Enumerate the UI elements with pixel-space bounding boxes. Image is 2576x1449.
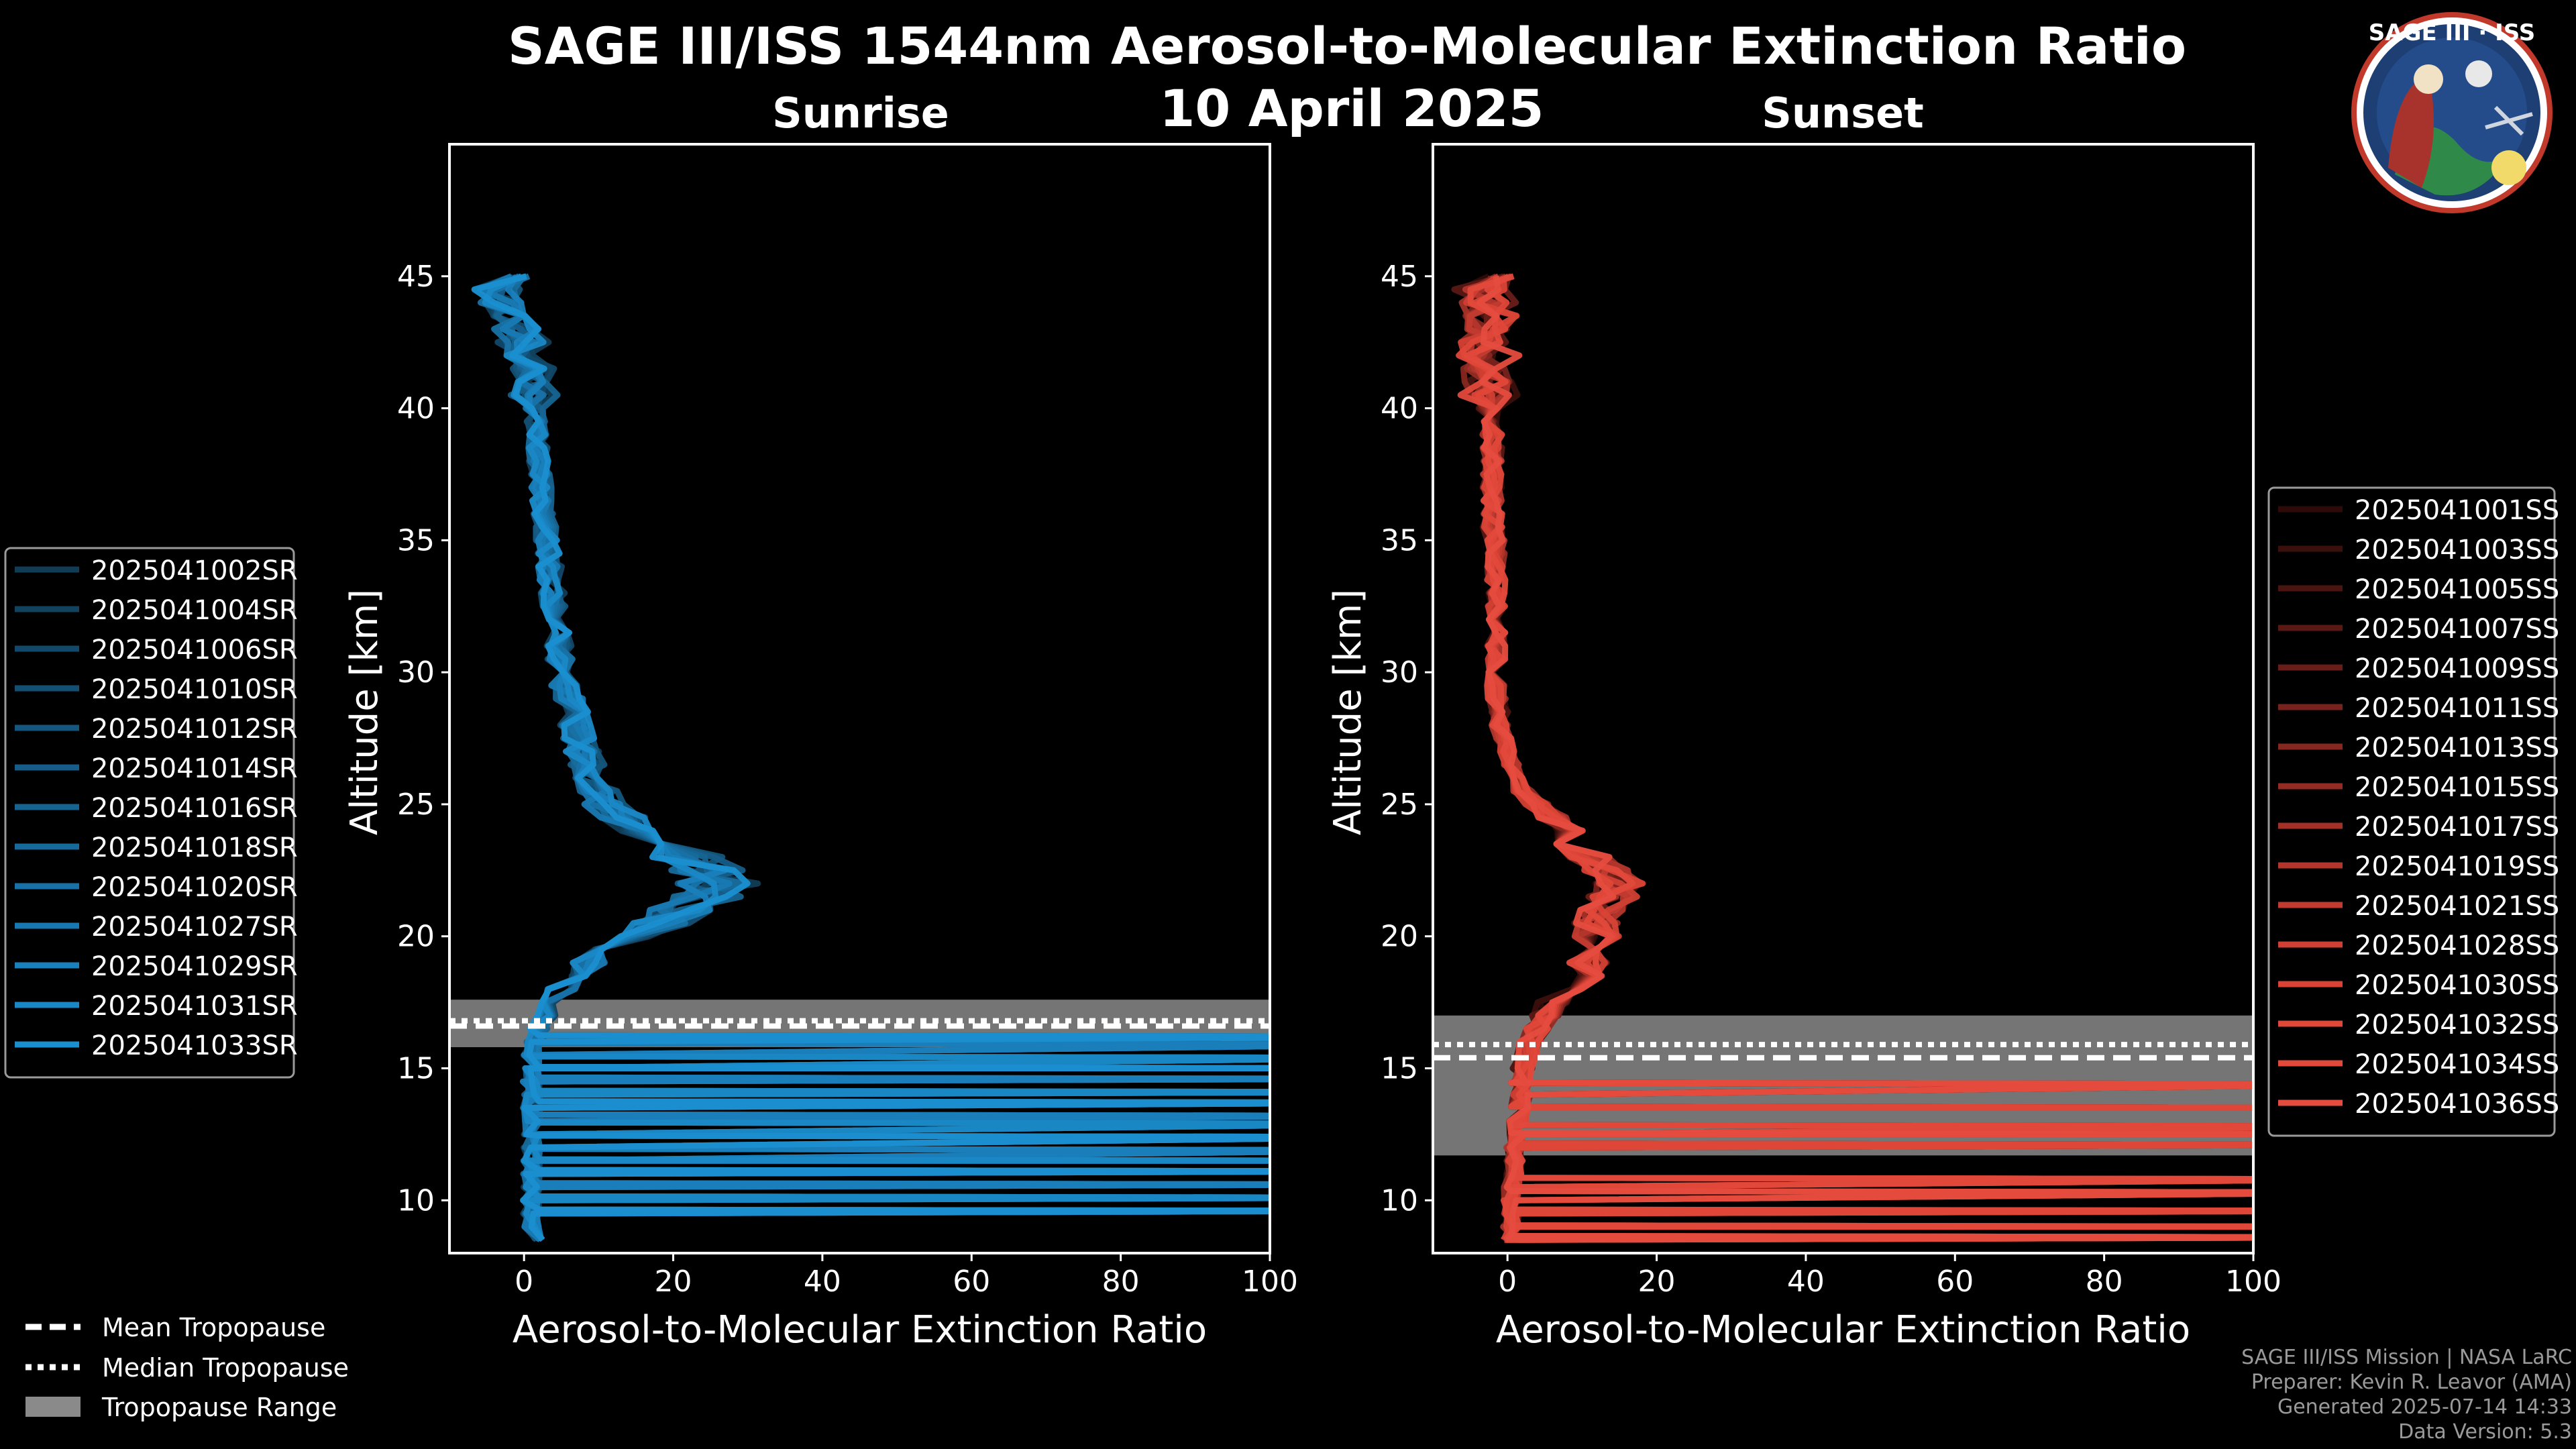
y-axis-label: Altitude [km] bbox=[1326, 589, 1370, 835]
legend-item: 2025041030SS bbox=[2355, 970, 2559, 1001]
legend-item: 2025041005SS bbox=[2355, 574, 2559, 605]
legend-item: 2025041034SS bbox=[2355, 1049, 2559, 1080]
y-tick-label: 45 bbox=[397, 260, 435, 294]
plot-area bbox=[1433, 273, 2253, 1243]
mean-tropopause-label: Mean Tropopause bbox=[102, 1313, 325, 1342]
x-tick-label: 60 bbox=[1936, 1265, 1974, 1299]
y-tick-label: 30 bbox=[1381, 655, 1418, 690]
tropopause-range-swatch bbox=[25, 1397, 80, 1417]
legend-item: 2025041020SR bbox=[91, 872, 298, 903]
x-tick-label: 100 bbox=[2225, 1265, 2282, 1299]
legend-item: 2025041029SR bbox=[91, 951, 298, 982]
legend-item: 2025041003SS bbox=[2355, 535, 2559, 566]
x-tick-label: 60 bbox=[953, 1265, 990, 1299]
legend-item: 2025041018SR bbox=[91, 833, 298, 863]
x-tick-label: 80 bbox=[2086, 1265, 2123, 1299]
x-tick-label: 40 bbox=[1787, 1265, 1825, 1299]
tropopause-legend: Mean Tropopause Median Tropopause Tropop… bbox=[25, 1313, 349, 1422]
legend-item: 2025041028SS bbox=[2355, 930, 2559, 961]
legend-item: 2025041016SR bbox=[91, 793, 298, 824]
legend-item: 2025041032SS bbox=[2355, 1010, 2559, 1040]
plot-area bbox=[449, 273, 1270, 1242]
legend-item: 2025041009SS bbox=[2355, 653, 2559, 684]
x-tick-label: 40 bbox=[804, 1265, 841, 1299]
y-tick-label: 35 bbox=[1381, 523, 1418, 557]
credits-preparer: Preparer: Kevin R. Leavor (AMA) bbox=[2251, 1371, 2572, 1394]
y-tick-label: 10 bbox=[397, 1183, 435, 1218]
x-tick-label: 20 bbox=[655, 1265, 692, 1299]
legend-item: 2025041027SR bbox=[91, 912, 298, 943]
sunrise-chart: 0 20 40 60 80 100 10 15 20 25 30 35 40 45 Aerosol-to-M… bbox=[343, 143, 1298, 1352]
x-axis-label: Aerosol-to-Molecular Extinction Ratio bbox=[513, 1308, 1207, 1352]
legend-item: 2025041033SR bbox=[91, 1030, 298, 1061]
sunset-panel-title: Sunset bbox=[1762, 89, 1924, 138]
credits-generated: Generated 2025-07-14 14:33 bbox=[2277, 1395, 2572, 1419]
legend-item: 2025041013SS bbox=[2355, 733, 2559, 763]
y-tick-label: 15 bbox=[397, 1052, 435, 1086]
credits: SAGE III/ISS Mission | NASA LaRC Prepare… bbox=[1968, 1345, 2572, 1444]
y-tick-label: 40 bbox=[397, 392, 435, 426]
profile-2025041031SR bbox=[482, 273, 1270, 1242]
legend-item: 2025041031SR bbox=[91, 991, 298, 1022]
y-tick-label: 30 bbox=[397, 655, 435, 690]
x-tick-label: 20 bbox=[1638, 1265, 1676, 1299]
legend-item: 2025041004SR bbox=[91, 595, 298, 626]
sunrise-panel-title: Sunrise bbox=[772, 89, 949, 138]
y-tick-label: 10 bbox=[1381, 1183, 1418, 1218]
legend-item: 2025041002SR bbox=[91, 555, 298, 586]
x-tick-label: 100 bbox=[1242, 1265, 1298, 1299]
sunrise-legend: 2025041002SR 2025041004SR 2025041006SR 2025… bbox=[4, 547, 298, 1079]
x-tick-label: 80 bbox=[1102, 1265, 1140, 1299]
sunset-legend: 2025041001SS 2025041003SS 2025041005SS 2025… bbox=[2267, 486, 2559, 1137]
y-tick-label: 40 bbox=[1381, 392, 1418, 426]
legend-item: 2025041015SS bbox=[2355, 772, 2559, 803]
figure-title: SAGE III/ISS 1544nm Aerosol-to-Molecular… bbox=[508, 16, 2186, 76]
profile-2025041033SR bbox=[471, 273, 1270, 1242]
median-tropopause-label: Median Tropopause bbox=[102, 1353, 349, 1383]
x-axis-label: Aerosol-to-Molecular Extinction Ratio bbox=[1496, 1308, 2190, 1352]
legend-item: 2025041001SS bbox=[2355, 495, 2559, 526]
legend-item: 2025041021SS bbox=[2355, 891, 2559, 922]
logo-text: SAGE III · ISS bbox=[2369, 19, 2535, 46]
sunset-chart: 0 20 40 60 80 100 10 15 20 25 30 35 40 45 Aerosol-to-M… bbox=[1326, 143, 2282, 1352]
legend-item: 2025041019SS bbox=[2355, 851, 2559, 882]
y-tick-label: 20 bbox=[1381, 920, 1418, 954]
tropopause-range-label: Tropopause Range bbox=[101, 1393, 337, 1422]
legend-frame bbox=[4, 547, 295, 1079]
y-tick-label: 15 bbox=[1381, 1052, 1418, 1086]
y-tick-label: 20 bbox=[397, 920, 435, 954]
legend-frame bbox=[2267, 486, 2556, 1137]
y-tick-label: 45 bbox=[1381, 260, 1418, 294]
legend-item: 2025041012SR bbox=[91, 714, 298, 745]
legend-item: 2025041017SS bbox=[2355, 812, 2559, 843]
credits-mission: SAGE III/ISS Mission | NASA LaRC bbox=[2241, 1346, 2572, 1369]
y-tick-label: 35 bbox=[397, 523, 435, 557]
legend-item: 2025041007SS bbox=[2355, 614, 2559, 645]
y-tick-label: 25 bbox=[397, 788, 435, 822]
sage-iii-iss-logo: SAGE III · ISS bbox=[2351, 12, 2553, 213]
legend-item: 2025041011SS bbox=[2355, 693, 2559, 724]
figure-date: 10 April 2025 bbox=[1159, 78, 1544, 138]
legend-item: 2025041036SS bbox=[2355, 1089, 2559, 1120]
y-tick-label: 25 bbox=[1381, 788, 1418, 822]
x-tick-label: 0 bbox=[515, 1265, 533, 1299]
legend-item: 2025041010SR bbox=[91, 674, 298, 705]
plot-frame bbox=[1432, 143, 2255, 1254]
x-tick-label: 0 bbox=[1498, 1265, 1517, 1299]
legend-item: 2025041014SR bbox=[91, 753, 298, 784]
y-axis-label: Altitude [km] bbox=[343, 589, 386, 835]
legend-item: 2025041006SR bbox=[91, 635, 298, 665]
profile-2025041036SS bbox=[1476, 275, 2253, 1243]
plot-frame bbox=[448, 143, 1271, 1254]
credits-version: Data Version: 5.3 bbox=[2398, 1420, 2572, 1444]
